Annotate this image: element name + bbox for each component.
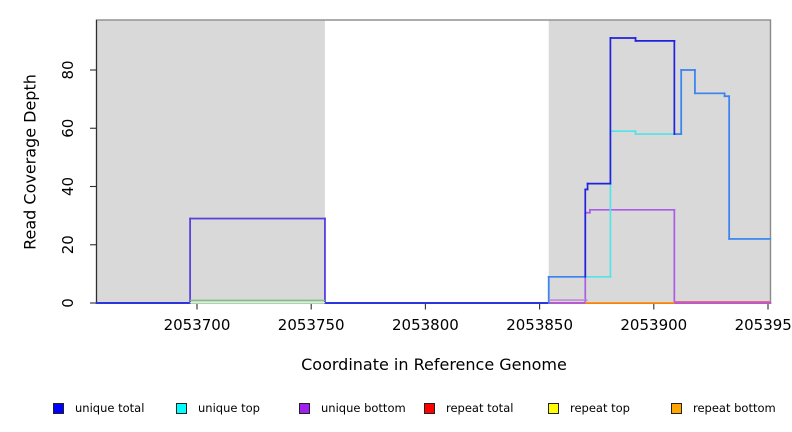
svg-text:60: 60	[59, 119, 77, 138]
svg-text:20: 20	[59, 235, 77, 254]
svg-text:0: 0	[59, 298, 77, 308]
y-axis-title: Read Coverage Depth	[20, 74, 40, 250]
svg-text:2053750: 2053750	[278, 316, 345, 334]
svg-text:2053700: 2053700	[164, 316, 231, 334]
svg-text:2053800: 2053800	[392, 316, 459, 334]
svg-text:80: 80	[59, 60, 77, 79]
svg-text:40: 40	[59, 177, 77, 196]
x-axis-title: Coordinate in Reference Genome	[301, 355, 567, 374]
svg-text:2053900: 2053900	[620, 316, 687, 334]
svg-text:2053850: 2053850	[506, 316, 573, 334]
